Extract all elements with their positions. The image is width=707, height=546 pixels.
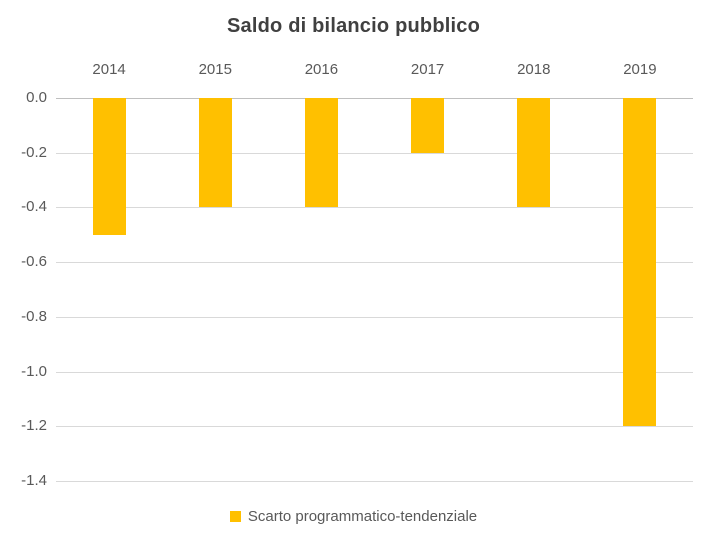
y-tick-label: -1.4 xyxy=(21,472,47,489)
y-tick-label: -0.6 xyxy=(21,253,47,271)
gridline xyxy=(56,262,693,264)
y-tick-label: -1.0 xyxy=(21,362,47,380)
x-tick-label: 2017 xyxy=(410,61,445,78)
gridline xyxy=(56,316,693,318)
y-tick-label: -0.4 xyxy=(21,198,47,216)
gridline xyxy=(56,207,693,209)
bar-2019 xyxy=(623,98,657,427)
gridline xyxy=(56,371,693,373)
x-tick-label: 2018 xyxy=(517,61,551,78)
gridline xyxy=(56,426,693,428)
chart-title: Saldo di bilancio pubblico xyxy=(227,15,480,37)
legend-swatch-icon xyxy=(229,511,241,522)
bar-2015 xyxy=(198,98,232,208)
y-tick-label: 0.0 xyxy=(26,89,47,106)
y-tick-label: -0.8 xyxy=(21,307,47,325)
y-tick-label: -0.2 xyxy=(21,143,47,161)
x-tick-label: 2019 xyxy=(623,61,657,78)
y-tick-label: -1.2 xyxy=(21,417,47,435)
bar-2018 xyxy=(517,98,551,208)
bar-2016 xyxy=(304,98,338,208)
zero-axis-line xyxy=(56,98,693,99)
x-tick-label: 2014 xyxy=(92,61,126,78)
bar-2017 xyxy=(411,98,445,153)
gridline xyxy=(56,152,693,154)
gridline xyxy=(56,481,693,482)
legend-label: Scarto programmatico-tendenziale xyxy=(247,508,478,525)
x-tick-label: 2015 xyxy=(198,61,232,78)
bar-2014 xyxy=(92,98,126,235)
x-tick-label: 2016 xyxy=(304,61,339,78)
legend: Scarto programmatico-tendenziale xyxy=(0,508,707,525)
